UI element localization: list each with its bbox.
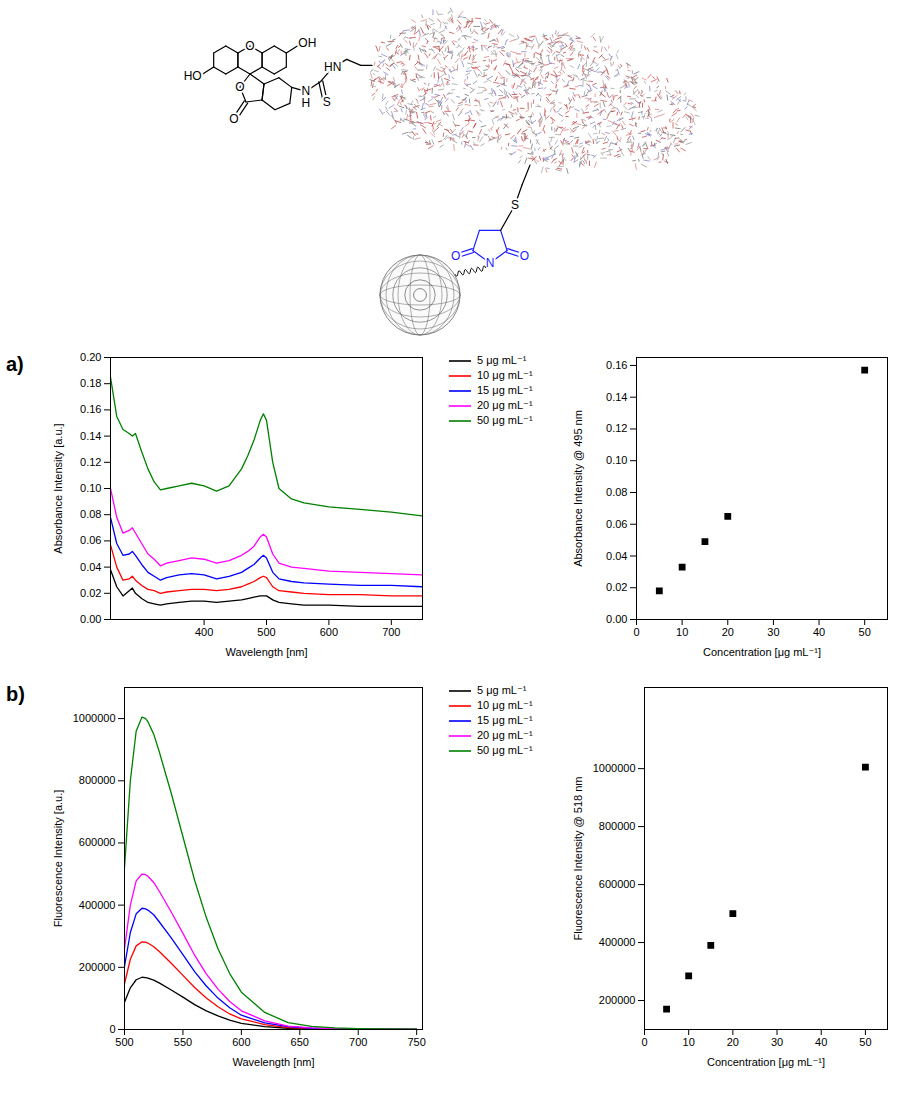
html-text:15 μg mL⁻¹: 15 μg mL⁻¹ [477,384,533,396]
svg-text:O: O [520,249,529,263]
svg-text:800000: 800000 [599,820,636,832]
svg-text:0.00: 0.00 [80,613,101,625]
svg-text:0.08: 0.08 [606,486,627,498]
svg-text:Wavelength [nm]: Wavelength [nm] [225,646,307,658]
svg-text:OH: OH [298,36,316,50]
svg-text:50: 50 [859,626,871,638]
svg-text:0.08: 0.08 [80,508,101,520]
html-text:5 μg mL⁻¹: 5 μg mL⁻¹ [477,354,527,366]
html-text:50 μg mL⁻¹: 50 μg mL⁻¹ [477,414,533,426]
svg-text:H: H [301,96,310,110]
svg-text:Fluorescence Intensity @ 518 n: Fluorescence Intensity @ 518 nm [572,776,584,940]
svg-text:750: 750 [407,1036,425,1048]
svg-text:400000: 400000 [599,936,636,948]
svg-text:0.16: 0.16 [80,403,101,415]
svg-text:400: 400 [195,626,213,638]
svg-text:600000: 600000 [599,878,636,890]
svg-text:0: 0 [109,1023,115,1035]
svg-text:0.04: 0.04 [606,550,627,562]
svg-text:O: O [451,249,460,263]
svg-text:HN: HN [324,60,341,74]
svg-text:20: 20 [722,626,734,638]
html-text:50 μg mL⁻¹: 50 μg mL⁻¹ [477,744,533,756]
html-text:15 μg mL⁻¹: 15 μg mL⁻¹ [477,714,533,726]
svg-text:0.12: 0.12 [606,422,627,434]
svg-text:200000: 200000 [599,994,636,1006]
svg-text:0: 0 [633,626,639,638]
html-text:20 μg mL⁻¹: 20 μg mL⁻¹ [477,729,533,741]
svg-text:0.12: 0.12 [80,456,101,468]
svg-text:0.00: 0.00 [606,613,627,625]
svg-text:O: O [245,39,254,53]
svg-text:0.10: 0.10 [80,482,101,494]
svg-text:N: N [486,256,495,270]
svg-text:600000: 600000 [79,836,116,848]
svg-text:0.16: 0.16 [606,359,627,371]
svg-text:S: S [323,95,331,109]
svg-text:0.20: 0.20 [80,351,101,363]
svg-text:550: 550 [174,1036,192,1048]
svg-text:200000: 200000 [79,961,116,973]
svg-text:0.06: 0.06 [606,518,627,530]
html-text:5 μg mL⁻¹: 5 μg mL⁻¹ [477,684,527,696]
html-text:b): b) [6,683,25,705]
html-text:a): a) [6,353,24,375]
svg-text:0.14: 0.14 [606,391,627,403]
svg-text:600: 600 [232,1036,250,1048]
svg-text:500: 500 [115,1036,133,1048]
svg-text:30: 30 [771,1036,783,1048]
svg-text:800000: 800000 [79,774,116,786]
svg-text:10: 10 [676,626,688,638]
svg-text:40: 40 [815,1036,827,1048]
svg-text:0.02: 0.02 [606,581,627,593]
svg-text:0.06: 0.06 [80,534,101,546]
svg-text:500: 500 [257,626,275,638]
svg-text:0.02: 0.02 [80,587,101,599]
svg-text:S: S [511,198,519,212]
svg-text:Concentration [μg mL⁻¹]: Concentration [μg mL⁻¹] [707,1056,825,1068]
svg-text:O: O [229,112,238,126]
svg-text:Concentration [μg mL⁻¹]: Concentration [μg mL⁻¹] [703,646,821,658]
html-text:20 μg mL⁻¹: 20 μg mL⁻¹ [477,399,533,411]
svg-text:600: 600 [320,626,338,638]
html-text:10 μg mL⁻¹: 10 μg mL⁻¹ [477,699,533,711]
svg-text:Wavelength [nm]: Wavelength [nm] [232,1056,314,1068]
svg-text:N: N [301,84,311,99]
svg-text:Fluorescence Intensity [a.u.]: Fluorescence Intensity [a.u.] [52,790,64,928]
svg-text:O: O [235,80,244,94]
svg-text:50: 50 [859,1036,871,1048]
svg-text:0: 0 [641,1036,647,1048]
svg-text:10: 10 [683,1036,695,1048]
svg-text:Absorbance Intensity @ 495 nm: Absorbance Intensity @ 495 nm [572,410,584,567]
svg-text:0.10: 0.10 [606,454,627,466]
svg-text:0.14: 0.14 [80,430,101,442]
svg-text:HO: HO [184,69,202,83]
svg-text:30: 30 [767,626,779,638]
svg-text:1000000: 1000000 [73,712,116,724]
svg-text:650: 650 [291,1036,309,1048]
svg-text:0.04: 0.04 [80,561,101,573]
svg-text:1000000: 1000000 [593,762,636,774]
html-text:10 μg mL⁻¹: 10 μg mL⁻¹ [477,369,533,381]
svg-text:700: 700 [349,1036,367,1048]
svg-text:20: 20 [727,1036,739,1048]
svg-text:Absorbance Intensity [a.u.]: Absorbance Intensity [a.u.] [52,423,64,553]
svg-text:0.18: 0.18 [80,377,101,389]
svg-text:400000: 400000 [79,899,116,911]
svg-text:40: 40 [813,626,825,638]
svg-text:700: 700 [382,626,400,638]
